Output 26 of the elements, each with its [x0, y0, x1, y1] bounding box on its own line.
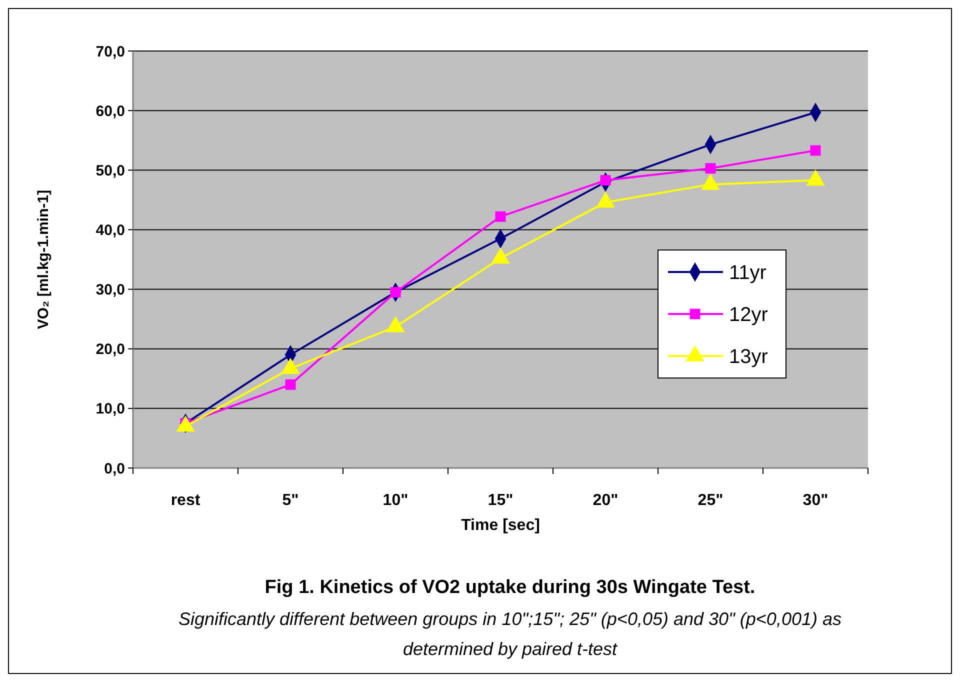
y-tick-label: 0,0 — [104, 460, 125, 478]
y-tick-label: 20,0 — [96, 341, 125, 358]
text: Fig 1. Kinetics of VO2 uptake during 30s Wingate Test. — [264, 577, 756, 598]
point — [810, 145, 821, 156]
x-tick-label: rest — [170, 492, 201, 509]
x-tick-label: 25" — [698, 492, 724, 509]
legend-label: 11yr — [729, 262, 767, 284]
y-tick-label: 30,0 — [96, 282, 125, 299]
x-axis-title: Time [sec] — [461, 517, 540, 534]
y-axis-title: VO₂ [ml.kg-1.min-1] — [35, 190, 52, 330]
x-tick-label: 5" — [282, 492, 299, 509]
text: Significantly different between groups in 10";15"; 25" (p<0,05) and 30" (p<0,001) as determined by paired t-test — [178, 609, 842, 659]
point — [705, 163, 716, 174]
x-tick-label: 20" — [592, 492, 618, 509]
y-tick-label: 60,0 — [96, 102, 125, 120]
point — [285, 379, 296, 390]
legend-label: 12yr — [729, 304, 768, 326]
y-tick-label: 50,0 — [96, 162, 125, 180]
x-tick-label: 15" — [488, 492, 514, 509]
x-tick-label: 10" — [382, 492, 408, 509]
y-tick-label: 70,0 — [96, 43, 125, 60]
y-tick-label: 10,0 — [96, 400, 125, 418]
legend-label: 13yr — [729, 346, 768, 368]
y-tick-label: 40,0 — [96, 222, 125, 239]
x-tick-label: 30" — [802, 492, 828, 509]
point — [495, 211, 506, 222]
